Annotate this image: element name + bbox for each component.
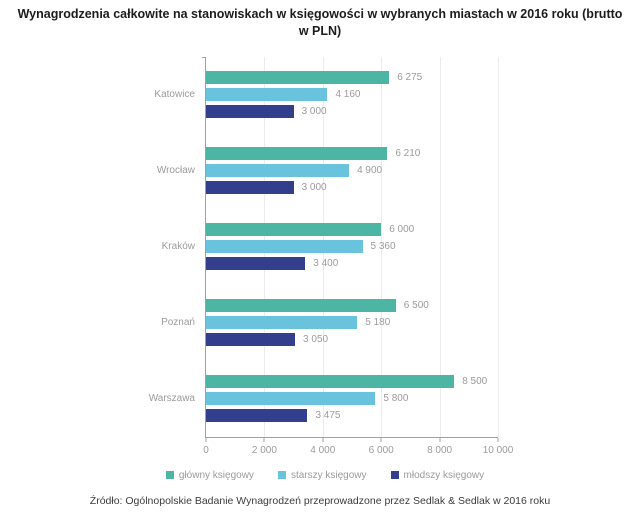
bar-value-label: 5 360 (370, 241, 396, 253)
bar (206, 333, 296, 347)
bar-row: 4 160 (206, 88, 498, 102)
bar (206, 88, 328, 102)
city-label: Warszawa (148, 393, 195, 405)
bar-group: 6 500 5 180 3 050 (206, 285, 498, 361)
city-label: Poznań (161, 317, 195, 329)
gridline (381, 56, 383, 437)
legend-label: główny księgowy (178, 469, 254, 481)
bar-row: 6 275 (206, 71, 498, 85)
plot-area: 6 275 4 160 3 000 6 210 4 900 3 000 6 000 5 360… (202, 56, 499, 438)
bar-value-label: 5 800 (383, 393, 409, 405)
tick-mark (380, 437, 382, 442)
chart-title: Wynagrodzenia całkowite na stanowiskach … (17, 7, 623, 38)
bar-group: 6 000 5 360 3 400 (206, 209, 498, 285)
legend-item: główny księgowy (165, 469, 254, 481)
x-axis-ticks: 0 2 000 4 000 6 000 8 000 10 000 (203, 437, 513, 464)
legend-label: starszy księgowy (290, 469, 367, 481)
city-label: Katowice (154, 89, 195, 101)
bar-group: 8 500 5 800 3 475 (206, 361, 498, 437)
bar-row: 6 000 (206, 223, 498, 237)
source-note: Źródło: Ogólnopolskie Badanie Wynagrodze… (89, 494, 551, 507)
tick-label: 4 000 (310, 444, 336, 456)
bar (206, 164, 350, 178)
gridline (439, 56, 441, 437)
bar-value-label: 8 500 (462, 376, 488, 388)
bar (206, 147, 388, 161)
legend-swatch (390, 471, 399, 480)
tick-label: 8 000 (427, 444, 453, 456)
city-label: Kraków (161, 241, 195, 253)
bar-row: 6 500 (206, 299, 498, 313)
bar (206, 181, 294, 195)
bar-value-label: 3 475 (315, 410, 341, 422)
bar-group: 6 210 4 900 3 000 (206, 133, 498, 209)
legend-item: starszy księgowy (277, 469, 367, 481)
bar-row: 5 180 (206, 316, 498, 330)
bar-row: 3 000 (206, 105, 498, 119)
bar (206, 392, 376, 406)
bar-value-label: 3 000 (301, 182, 327, 194)
bar-value-label: 3 050 (303, 334, 329, 346)
legend: główny księgowy starszy księgowy młodszy k… (10, 470, 640, 481)
bar (206, 257, 306, 271)
bar-row: 5 800 (206, 392, 498, 406)
legend-swatch (277, 471, 286, 480)
bar (206, 240, 363, 254)
bar-value-label: 6 000 (389, 224, 415, 236)
tick-label: 10 000 (482, 444, 514, 456)
bar (206, 105, 294, 119)
tick-mark (322, 437, 324, 442)
bar-value-label: 6 275 (397, 72, 423, 84)
tick-mark (205, 437, 207, 442)
bar-value-label: 6 210 (395, 148, 421, 160)
tick-mark (439, 437, 441, 442)
bar-row: 8 500 (206, 375, 498, 389)
bar-value-label: 6 500 (403, 300, 429, 312)
bar-row: 5 360 (206, 240, 498, 254)
bar (206, 299, 396, 313)
bar-row: 4 900 (206, 164, 498, 178)
tick-label: 2 000 (251, 444, 277, 456)
bar (206, 71, 390, 85)
bar (206, 223, 382, 237)
bar (206, 375, 455, 389)
tick-mark (497, 437, 499, 442)
legend-label: młodszy księgowy (403, 469, 485, 481)
city-label: Wrocław (156, 165, 195, 177)
bar-value-label: 5 180 (365, 317, 391, 329)
bar-value-label: 3 400 (313, 258, 339, 270)
bar-row: 3 400 (206, 257, 498, 271)
bar-row: 3 475 (206, 409, 498, 423)
tick-mark (263, 437, 265, 442)
chart-area: Katowice Wrocław Kraków Poznań Warszawa 6 27… (140, 56, 640, 438)
category-labels-column: Katowice Wrocław Kraków Poznań Warszawa (140, 57, 195, 438)
bar-value-label: 4 160 (335, 89, 361, 101)
bar-group: 6 275 4 160 3 000 (206, 57, 498, 133)
legend-item: młodszy księgowy (390, 469, 485, 481)
gridline (498, 56, 499, 437)
bar-value-label: 4 900 (357, 165, 383, 177)
bar-row: 6 210 (206, 147, 498, 161)
bar (206, 409, 308, 423)
tick-label: 6 000 (368, 444, 394, 456)
bar-row: 3 000 (206, 181, 498, 195)
bar-row: 3 050 (206, 333, 498, 347)
bar-value-label: 3 000 (301, 106, 327, 118)
tick-label: 0 (203, 444, 209, 456)
bar (206, 316, 358, 330)
legend-swatch (165, 471, 174, 480)
